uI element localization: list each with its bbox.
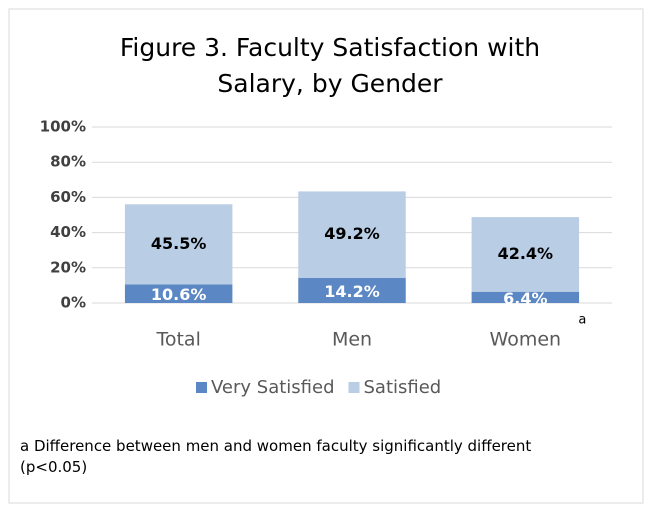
legend-label: Very Satisfied	[211, 377, 335, 398]
legend-swatch	[348, 382, 360, 393]
x-tick-label: Women	[490, 329, 562, 351]
footnote: a Difference between men and women facul…	[20, 437, 532, 476]
data-label: 49.2%	[324, 224, 380, 243]
bar-segment	[298, 278, 406, 303]
data-label: 45.5%	[151, 234, 207, 253]
y-tick-label: 80%	[50, 153, 86, 171]
y-tick-label: 0%	[61, 294, 86, 312]
y-tick-label: 100%	[40, 118, 86, 136]
chart-title: Figure 3. Faculty Satisfaction with Sala…	[119, 33, 541, 98]
legend-swatch	[196, 382, 207, 393]
bar-segment	[124, 204, 233, 285]
data-label: 6.4%	[503, 289, 547, 308]
bar-segment	[298, 191, 406, 279]
y-tick-label: 20%	[50, 258, 86, 276]
bar-segment	[471, 217, 580, 292]
data-label: 42.4%	[498, 244, 554, 263]
legend-label: Satisfied	[364, 377, 442, 398]
bar-segment	[124, 284, 233, 303]
data-label: 10.6%	[151, 285, 207, 304]
annotation: a	[578, 313, 586, 328]
y-tick-label: 60%	[50, 188, 86, 206]
data-label: 14.2%	[324, 282, 380, 301]
x-tick-label: Total	[155, 329, 200, 351]
bar-segment	[471, 291, 580, 303]
y-tick-label: 40%	[50, 223, 86, 241]
x-tick-label: Men	[332, 329, 372, 351]
